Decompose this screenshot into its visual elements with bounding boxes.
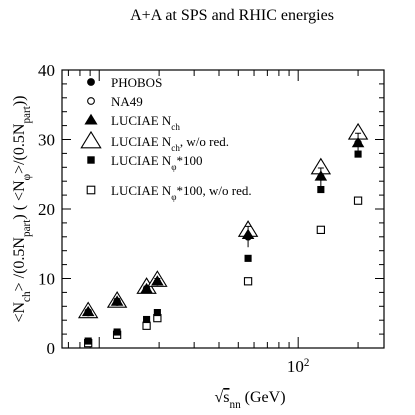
data-point [316,225,325,234]
data-point [84,308,92,317]
chart-title: A+A at SPS and RHIC energies [130,7,334,24]
data-point [317,173,325,181]
data-point [243,277,253,286]
data-point [244,254,252,262]
data-point [153,278,162,286]
data-point [354,139,362,147]
legend-label: LUCIAE Nφ*100 [111,153,203,172]
legend-label: LUCIAE Nφ*100, w/o red. [111,183,252,202]
data-point [84,337,92,345]
legend-marker [87,97,95,105]
data-point [142,321,151,330]
data-point [142,285,151,294]
legend-marker [87,78,95,86]
legend-label: NA49 [111,94,143,109]
data-point [113,328,121,336]
data-point [153,309,161,317]
y-axis-label: <Nch> /(0.5Npart) ( <Nφ>/(0.5Npart)) [11,95,33,322]
legend-marker [80,130,102,149]
legend-marker [87,156,95,164]
y-tick-label: 20 [38,200,55,219]
data-point [113,297,121,306]
data-markers [77,122,369,348]
y-tick-label: 40 [38,61,55,80]
data-point [317,185,325,194]
legend-label: LUCIAE Nch, w/o red. [111,134,229,153]
y-tick-label: 10 [38,270,55,289]
data-point [143,315,151,324]
legend-label: LUCIAE Nch [111,113,180,132]
legend-marker [84,113,98,125]
y-tick-label: 30 [38,131,55,150]
data-point [353,196,363,205]
legend-label: PHOBOS [111,75,162,90]
x-tick-label: 102 [287,357,310,376]
x-axis-label: √snn (GeV) [214,389,285,411]
legend-marker [86,185,96,195]
data-point [244,233,252,241]
legend: PHOBOS NA49 LUCIAE Nch LUCIAE Nch, w/o red.… [80,75,252,202]
y-axis: 0 10 20 30 40 [38,61,384,358]
x-axis: 102 [67,70,359,376]
y-tick-label: 0 [47,339,56,358]
